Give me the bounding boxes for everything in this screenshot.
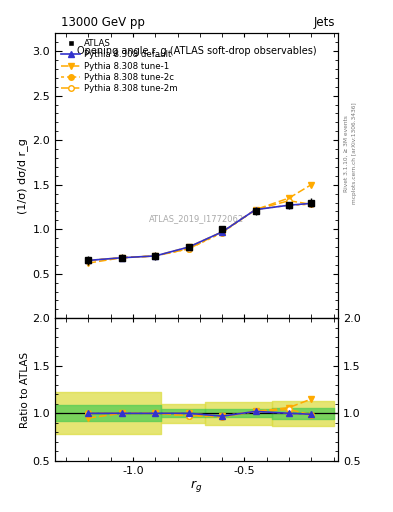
Text: Rivet 3.1.10, ≥ 3M events: Rivet 3.1.10, ≥ 3M events xyxy=(344,115,349,192)
Legend: ATLAS, Pythia 8.308 default, Pythia 8.308 tune-1, Pythia 8.308 tune-2c, Pythia 8: ATLAS, Pythia 8.308 default, Pythia 8.30… xyxy=(59,37,180,95)
Y-axis label: Ratio to ATLAS: Ratio to ATLAS xyxy=(20,351,29,428)
Y-axis label: (1/σ) dσ/d r_g: (1/σ) dσ/d r_g xyxy=(17,138,28,214)
X-axis label: $r_g$: $r_g$ xyxy=(190,478,203,495)
Text: ATLAS_2019_I1772062: ATLAS_2019_I1772062 xyxy=(149,214,244,223)
Text: 13000 GeV pp: 13000 GeV pp xyxy=(61,16,145,29)
Text: Opening angle r_g (ATLAS soft-drop observables): Opening angle r_g (ATLAS soft-drop obser… xyxy=(77,45,316,56)
Text: Jets: Jets xyxy=(314,16,335,29)
Text: mcplots.cern.ch [arXiv:1306.3436]: mcplots.cern.ch [arXiv:1306.3436] xyxy=(352,103,357,204)
